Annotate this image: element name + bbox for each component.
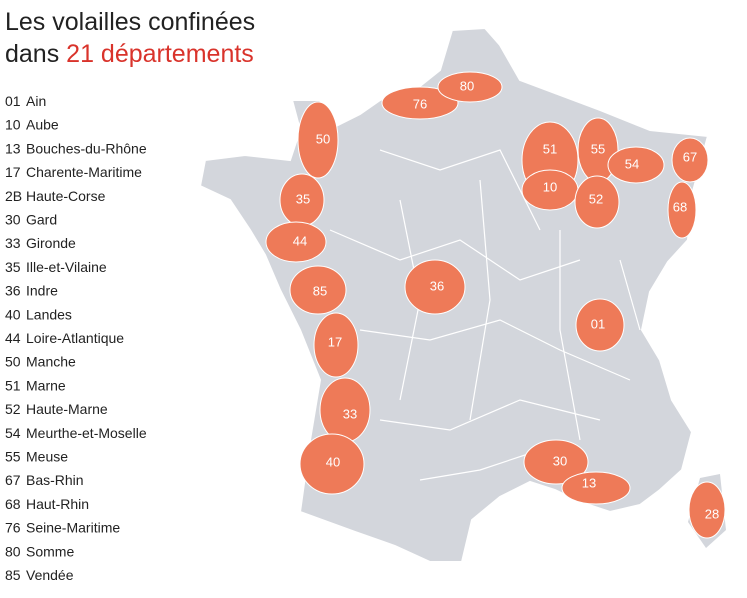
- legend-name: Somme: [26, 543, 74, 559]
- legend-code: 68: [5, 496, 21, 512]
- legend-code: 33: [5, 235, 21, 251]
- map: 76 80 50 51 55 54 67 10 52 68 35 44 85 3…: [198, 26, 726, 563]
- legend-name: Haut-Rhin: [26, 496, 89, 512]
- legend-name: Gironde: [26, 235, 76, 251]
- legend-code: 55: [5, 449, 21, 465]
- legend-code: 67: [5, 472, 21, 488]
- map-label: 01: [591, 316, 605, 331]
- legend-name: Bas-Rhin: [26, 472, 84, 488]
- legend-code: 50: [5, 354, 21, 370]
- legend-name: Haute-Marne: [26, 401, 108, 417]
- title-highlight: 21 départements: [66, 40, 254, 68]
- legend-name: Meurthe-et-Moselle: [26, 425, 147, 441]
- department-area: [575, 298, 625, 352]
- map-label: 40: [326, 454, 340, 469]
- map-label: 13: [582, 475, 596, 490]
- map-label: 55: [591, 141, 605, 156]
- legend-name: Vendée: [26, 567, 74, 583]
- map-label: 33: [343, 406, 357, 421]
- legend-code: 40: [5, 306, 21, 322]
- map-label: 80: [460, 78, 474, 93]
- legend-name: Landes: [26, 306, 72, 322]
- title-line1: Les volailles confinées: [5, 8, 255, 36]
- legend-code: 2B: [5, 188, 22, 204]
- legend-code: 54: [5, 425, 21, 441]
- map-label: 67: [683, 149, 697, 164]
- map-label: 30: [553, 453, 567, 468]
- map-label: 68: [673, 199, 687, 214]
- legend-code: 01: [5, 93, 21, 109]
- legend-name: Seine-Maritime: [26, 520, 120, 536]
- department-area: [671, 137, 709, 183]
- map-label: 17: [328, 334, 342, 349]
- department-area: [404, 259, 466, 315]
- department-area: [299, 433, 365, 495]
- legend-name: Bouches-du-Rhône: [26, 140, 147, 156]
- legend: 01 Ain 10 Aube 13 Bouches-du-Rhône 17 Charente-…: [5, 93, 147, 583]
- legend-code: 80: [5, 543, 21, 559]
- map-label: 28: [705, 506, 719, 521]
- map-label: 76: [413, 96, 427, 111]
- legend-code: 35: [5, 259, 21, 275]
- department-area: [381, 86, 459, 120]
- title-line2: dans 21 départements: [5, 40, 254, 68]
- map-label: 10: [543, 179, 557, 194]
- department-area: [265, 221, 327, 263]
- department-area: [574, 175, 620, 229]
- legend-name: Meuse: [26, 449, 68, 465]
- legend-code: 10: [5, 117, 21, 133]
- legend-name: Haute-Corse: [26, 188, 106, 204]
- highlighted-departments: [265, 71, 726, 539]
- map-label: 50: [316, 131, 330, 146]
- map-label: 85: [313, 283, 327, 298]
- department-area: [289, 265, 347, 315]
- legend-name: Ille-et-Vilaine: [26, 259, 107, 275]
- map-label: 35: [296, 191, 310, 206]
- legend-code: 76: [5, 520, 21, 536]
- legend-code: 51: [5, 377, 21, 393]
- legend-code: 85: [5, 567, 21, 583]
- legend-name: Ain: [26, 93, 46, 109]
- map-label: 52: [589, 191, 603, 206]
- department-area: [523, 439, 589, 485]
- legend-name: Gard: [26, 212, 57, 228]
- legend-name: Loire-Atlantique: [26, 330, 124, 346]
- department-area: [688, 481, 726, 539]
- legend-name: Charente-Maritime: [26, 164, 142, 180]
- legend-name: Manche: [26, 354, 76, 370]
- department-area: [667, 181, 697, 239]
- legend-code: 17: [5, 164, 21, 180]
- map-label: 36: [430, 278, 444, 293]
- department-area: [607, 146, 665, 184]
- map-labels: 76 80 50 51 55 54 67 10 52 68 35 44 85 3…: [293, 78, 719, 521]
- map-label: 51: [543, 141, 557, 156]
- legend-code: 52: [5, 401, 21, 417]
- department-area: [313, 312, 359, 378]
- map-label: 44: [293, 233, 307, 248]
- legend-name: Indre: [26, 283, 58, 299]
- legend-code: 13: [5, 140, 21, 156]
- department-area: [297, 101, 339, 179]
- department-area: [561, 471, 631, 505]
- legend-name: Aube: [26, 117, 59, 133]
- legend-code: 30: [5, 212, 21, 228]
- legend-code: 44: [5, 330, 21, 346]
- legend-code: 36: [5, 283, 21, 299]
- legend-name: Marne: [26, 377, 66, 393]
- department-area: [437, 71, 503, 103]
- map-label: 54: [625, 156, 639, 171]
- title-prefix: dans: [5, 40, 59, 68]
